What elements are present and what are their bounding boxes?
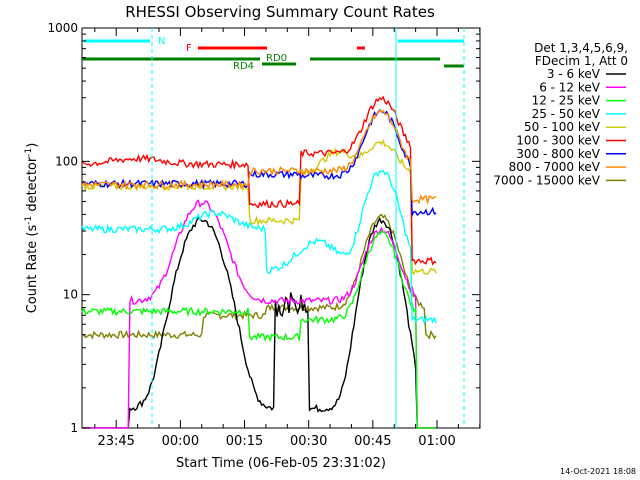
y-tick-label: 10 bbox=[63, 288, 78, 302]
flag-layer: N F RD0 RD4 bbox=[82, 28, 465, 428]
legend-label: 6 - 12 keV bbox=[539, 80, 601, 94]
series-line-4 bbox=[81, 169, 437, 325]
x-tick-label: 23:45 bbox=[97, 434, 134, 449]
y-axis-label-sup2: -1 bbox=[24, 148, 34, 157]
legend-label: 3 - 6 keV bbox=[547, 67, 601, 81]
y-axis-label-main: Count Rate (s bbox=[25, 225, 40, 314]
plot-frame bbox=[81, 27, 481, 429]
rd0-label: RD0 bbox=[266, 53, 287, 64]
x-tick-label: 00:30 bbox=[290, 434, 327, 449]
y-tick-label: 1000 bbox=[47, 21, 78, 35]
y-axis-label-sup1: -1 bbox=[24, 216, 34, 225]
legend-header-line-1: Det 1,3,4,5,6,9, bbox=[534, 41, 628, 55]
x-ticks: 23:45 00:00 00:15 00:30 00:45 01:00 bbox=[94, 28, 481, 449]
series-line-8 bbox=[81, 109, 437, 206]
rd4-label: RD4 bbox=[233, 61, 254, 72]
plot-area bbox=[81, 27, 481, 429]
series-line-1 bbox=[82, 216, 437, 429]
y-ticks: 1 10 100 1000 bbox=[47, 21, 480, 435]
legend-label: 800 - 7000 keV bbox=[509, 160, 601, 174]
x-tick-label: 00:15 bbox=[226, 434, 263, 449]
y-axis-label-mid: detector bbox=[25, 156, 40, 216]
x-tick-label: 00:00 bbox=[162, 434, 199, 449]
legend-label: 7000 - 15000 keV bbox=[493, 173, 600, 187]
legend-label: 12 - 25 keV bbox=[532, 94, 601, 108]
legend-label: 25 - 50 keV bbox=[532, 107, 601, 121]
series-line-3 bbox=[81, 230, 437, 429]
legend-header-line-2: FDecim 1, Att 0 bbox=[535, 54, 628, 68]
y-axis-label: Count Rate (s-1 detector-1) bbox=[24, 143, 40, 314]
flare-label: F bbox=[186, 43, 192, 54]
x-axis-label: Start Time (06-Feb-05 23:31:02) bbox=[176, 456, 386, 471]
series-line-6 bbox=[81, 95, 437, 266]
x-tick-label: 01:00 bbox=[418, 434, 455, 449]
legend: Det 1,3,4,5,6,9, FDecim 1, Att 0 3 - 6 k… bbox=[493, 41, 628, 187]
y-axis-label-end: ) bbox=[25, 143, 40, 148]
night-label: N bbox=[158, 36, 165, 47]
series-line-2 bbox=[82, 199, 437, 429]
x-tick-label: 00:45 bbox=[354, 434, 391, 449]
y-tick-label: 1 bbox=[70, 421, 78, 435]
legend-label: 100 - 300 keV bbox=[516, 134, 600, 148]
timestamp: 14-Oct-2021 18:08 bbox=[560, 467, 636, 476]
legend-label: 300 - 800 keV bbox=[516, 147, 600, 161]
chart-title: RHESSI Observing Summary Count Rates bbox=[125, 3, 435, 21]
y-tick-label: 100 bbox=[55, 154, 78, 168]
series-line-9 bbox=[81, 213, 437, 340]
series-layer bbox=[81, 95, 437, 429]
legend-label: 50 - 100 keV bbox=[524, 120, 601, 134]
